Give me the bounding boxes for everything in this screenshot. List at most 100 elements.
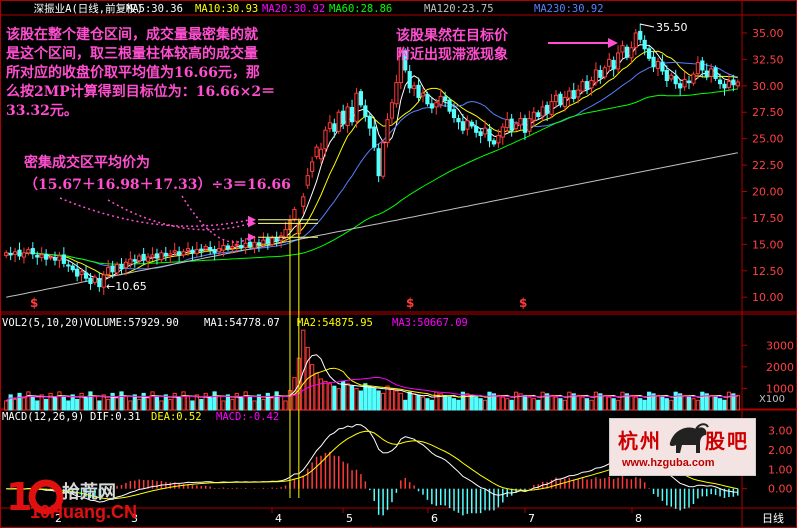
candle-body xyxy=(682,78,687,88)
volume-bar xyxy=(389,388,395,411)
candle-body xyxy=(44,253,49,260)
volume-bar xyxy=(398,392,403,411)
candle-body xyxy=(589,80,594,89)
volume-bar xyxy=(163,394,168,411)
candle-body xyxy=(447,99,452,112)
candle-body xyxy=(531,111,536,121)
candle-body xyxy=(30,248,35,255)
ma60-line xyxy=(6,88,738,265)
candle-body xyxy=(35,254,40,258)
candle-body xyxy=(101,274,106,288)
volume-bar xyxy=(474,396,479,411)
legend-vol-ma1: MA1:54778.07 xyxy=(204,317,280,329)
candle-body xyxy=(376,148,381,177)
candle-body xyxy=(571,90,576,99)
legend-main-title: 深振业A(日线,前复权) xyxy=(2,2,162,15)
volume-bar xyxy=(571,393,576,411)
10huang-cn: 拾荒网 xyxy=(62,482,116,503)
candle-body xyxy=(216,248,222,253)
legend-ma10: MA10:30.93 xyxy=(195,3,258,15)
annotation-line: 附近出现滞涨现象 xyxy=(396,47,508,63)
candle-body xyxy=(558,93,563,106)
price-tick-label: 17.50 xyxy=(752,212,784,225)
hzguba-cn-left: 杭州 xyxy=(618,429,662,453)
volume-bar xyxy=(132,394,137,411)
candle-body xyxy=(518,118,523,126)
volume-bar xyxy=(349,385,355,411)
volume-bar xyxy=(114,397,120,411)
dense-zone-arrow xyxy=(107,199,251,231)
volume-bar xyxy=(669,399,674,411)
volume-bar xyxy=(695,399,700,411)
candle-body xyxy=(318,148,324,160)
volume-bar xyxy=(4,400,9,411)
volume-bar xyxy=(412,393,417,411)
volume-bar xyxy=(558,398,563,411)
volume-bar xyxy=(256,394,262,411)
volume-bar xyxy=(212,391,217,411)
macd-tick-label: 1.00 xyxy=(768,463,793,476)
candle-body xyxy=(726,81,732,88)
candle-body xyxy=(66,264,71,267)
volume-bar xyxy=(35,400,40,411)
legend-vol-title: VOL2(5,10,20) xyxy=(2,317,84,329)
candle-body xyxy=(598,69,603,78)
candle-body xyxy=(491,140,497,145)
volume-bar xyxy=(137,398,142,411)
candle-body xyxy=(230,245,235,249)
candle-body xyxy=(48,256,53,259)
candle-body xyxy=(567,90,572,99)
dense-zone-arrowhead xyxy=(248,219,256,228)
volume-bar xyxy=(500,396,505,411)
annotation-line: 是这个区间，取三根量柱体较高的成交量 xyxy=(6,46,258,62)
candle-body xyxy=(412,85,417,89)
candle-body xyxy=(150,254,155,258)
volume-bar xyxy=(407,391,412,411)
hzguba-cn-right: 股吧 xyxy=(705,429,749,453)
candle-body xyxy=(593,69,599,83)
candle-body xyxy=(620,45,625,53)
candle-body xyxy=(505,119,510,129)
candle-body xyxy=(633,32,638,48)
volume-bar xyxy=(30,395,35,411)
candle-body xyxy=(438,95,443,105)
candle-body xyxy=(221,244,226,251)
volume-bar xyxy=(318,378,324,411)
candle-body xyxy=(460,121,465,131)
candle-body xyxy=(163,252,168,257)
candle-body xyxy=(358,91,364,106)
volume-tick-label: 3000 xyxy=(766,339,794,352)
ma120-line xyxy=(6,152,738,298)
volume-bar xyxy=(39,394,44,411)
volume-bar xyxy=(194,394,199,411)
volume-bar xyxy=(168,398,173,411)
candle-body xyxy=(602,67,607,78)
candle-body xyxy=(385,119,390,143)
date-tick-label: 5 xyxy=(346,512,353,525)
volume-bar xyxy=(216,395,222,411)
volume-bar xyxy=(92,395,97,411)
annotation-left: 该股在整个建仓区间，成交量最密集的就 是这个区间，取三根量柱体较高的成交量 所对… xyxy=(6,26,306,121)
candle-body xyxy=(615,52,621,70)
candle-body xyxy=(88,277,93,284)
volume-bar xyxy=(252,400,257,411)
price-tick-label: 10.00 xyxy=(752,291,784,304)
volume-bar xyxy=(141,392,146,411)
candle-body xyxy=(398,51,403,84)
volume-bar xyxy=(274,391,279,411)
volume-bar xyxy=(345,383,350,411)
volume-bar xyxy=(310,364,315,411)
candle-body xyxy=(190,249,195,254)
volume-bar xyxy=(17,392,22,411)
high-price-label: 35.50 xyxy=(656,21,688,34)
dividend-marker: $ xyxy=(519,296,527,310)
annotation-line: 33.32元。 xyxy=(6,103,78,119)
volume-bar xyxy=(314,372,319,411)
candle-body xyxy=(256,242,262,245)
annotation-right: 该股果然在目标价 附近出现滞涨现象 xyxy=(396,27,556,65)
candle-body xyxy=(234,243,239,246)
dense-zone-arrow xyxy=(181,195,251,243)
macd-tick-label: 0.00 xyxy=(768,483,793,496)
legend-ma20: MA20:30.92 xyxy=(262,3,325,15)
volume-bar xyxy=(607,396,612,411)
